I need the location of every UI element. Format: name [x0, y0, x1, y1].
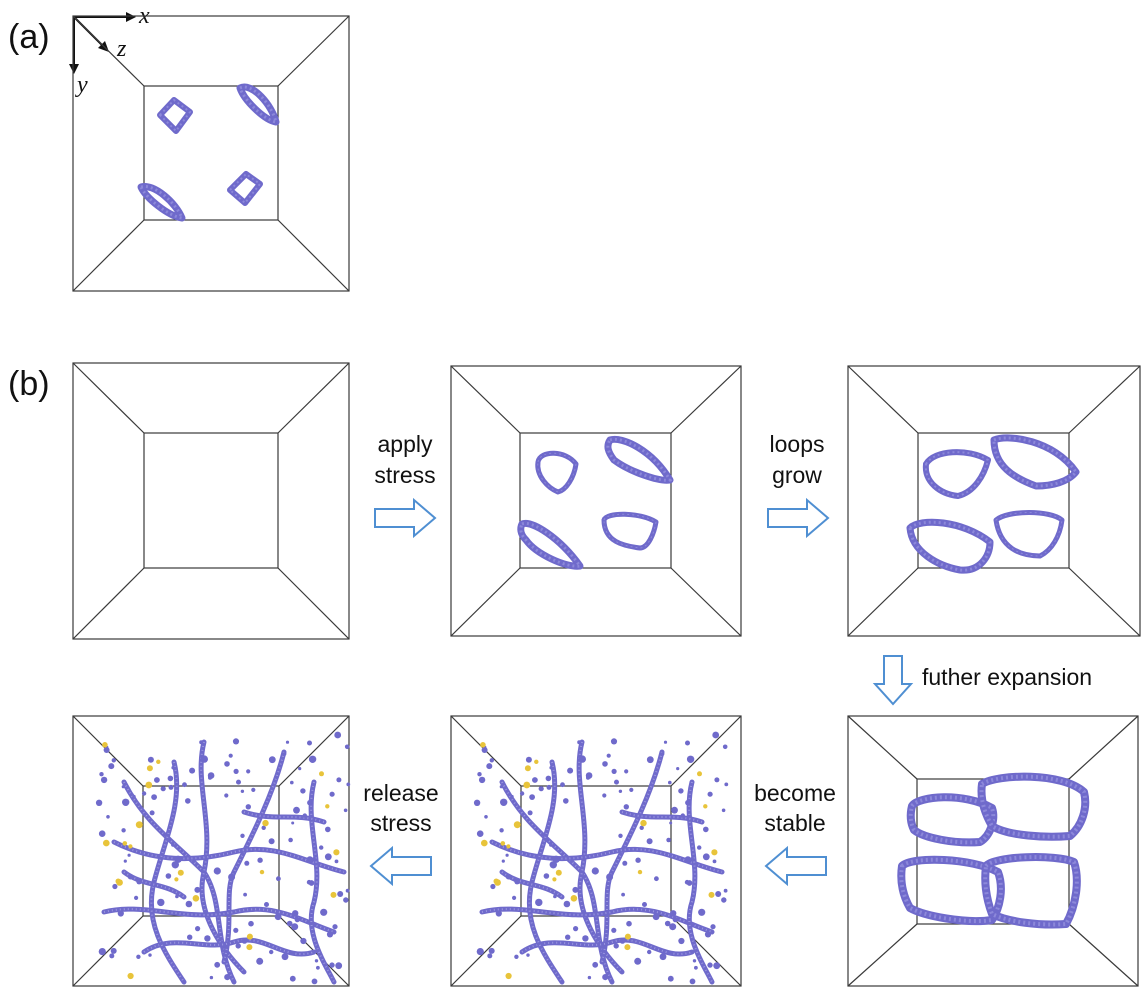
loop-b4-2 — [977, 772, 1090, 841]
box-b1 — [72, 362, 350, 640]
label-further-expansion: futher expansion — [922, 664, 1092, 690]
axis-y-label: y — [75, 72, 88, 98]
loop-b4-1 — [906, 793, 998, 847]
box-b4 — [847, 715, 1139, 987]
panel-label-a: (a) — [8, 18, 50, 56]
label-loops: loops — [770, 431, 825, 457]
arrow-release-stress — [369, 845, 432, 887]
axis-z-label: z — [116, 36, 127, 62]
box-b3 — [847, 365, 1141, 637]
dislocation-network-b5 — [473, 731, 729, 985]
box-a — [72, 15, 350, 292]
box-b2 — [450, 365, 742, 637]
loop-a-2 — [236, 83, 280, 126]
loop-b3-1 — [922, 449, 991, 499]
arrow-become-stable — [764, 845, 827, 887]
label-grow: grow — [772, 462, 822, 488]
loop-b4-3 — [897, 855, 1005, 926]
arrow-loops-grow — [767, 497, 830, 539]
loop-a-3 — [137, 183, 186, 222]
loop-b2-3 — [517, 519, 584, 570]
loop-b3-3 — [906, 518, 994, 574]
loop-b2-4 — [601, 511, 659, 551]
dislocation-strand — [479, 906, 715, 935]
dislocation-strand — [576, 739, 625, 975]
loop-b2-2 — [604, 435, 674, 484]
loop-b4-4 — [981, 853, 1081, 929]
label-stable: stable — [764, 810, 825, 836]
loop-b3-4 — [993, 510, 1065, 559]
label-stress-1: stress — [374, 462, 435, 488]
loop-a-4 — [227, 171, 263, 206]
panel-label-b: (b) — [8, 365, 50, 403]
loop-b2-1 — [535, 450, 579, 495]
dislocation-network-b6 — [95, 731, 351, 985]
dislocation-strand — [198, 739, 247, 975]
label-stress-2: stress — [370, 810, 431, 836]
arrow-further-expansion — [872, 655, 914, 706]
dislocation-strand — [101, 906, 337, 935]
loop-a-1 — [157, 97, 193, 134]
label-become: become — [754, 780, 836, 806]
axis-triad: x z y — [69, 3, 150, 98]
arrow-apply-stress — [374, 497, 437, 539]
label-release: release — [363, 780, 438, 806]
label-apply: apply — [378, 431, 433, 457]
loop-b3-2 — [990, 434, 1080, 490]
